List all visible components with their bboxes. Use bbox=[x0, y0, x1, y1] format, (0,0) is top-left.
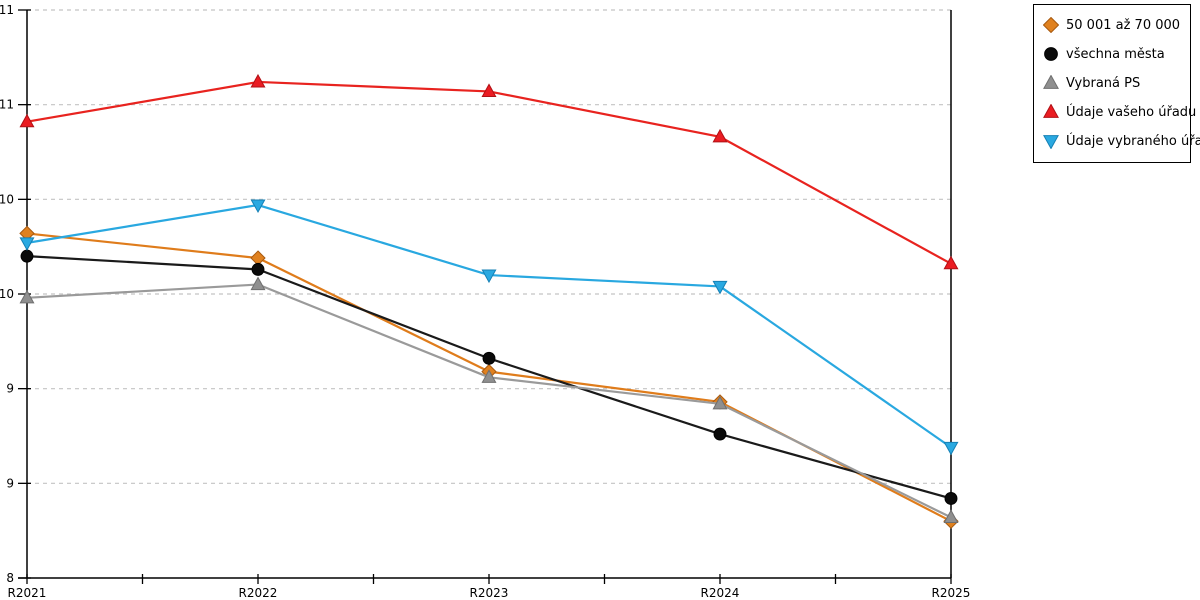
triangle-down-marker bbox=[1043, 135, 1059, 149]
legend-item-label: Vybraná PS bbox=[1066, 75, 1141, 91]
triangle-up-marker bbox=[19, 289, 35, 304]
series-line bbox=[26, 283, 952, 519]
y-tick-label: 11 bbox=[0, 3, 14, 17]
circle-marker bbox=[944, 492, 958, 505]
circle-marker bbox=[251, 262, 265, 276]
legend-item-label: 50 001 až 70 000 bbox=[1066, 17, 1181, 33]
triangle-up-marker bbox=[250, 276, 266, 291]
legend-item: všechna města bbox=[1043, 43, 1184, 65]
diamond-marker bbox=[250, 250, 266, 266]
triangle-up-marker bbox=[1043, 75, 1059, 89]
triangle-up-legend-icon bbox=[1043, 75, 1059, 89]
triangle-up-marker bbox=[481, 83, 497, 97]
series-line bbox=[26, 80, 952, 265]
triangle-down-legend-icon bbox=[1043, 135, 1059, 149]
x-tick-label: R2023 bbox=[470, 586, 509, 600]
series-3 bbox=[19, 73, 959, 270]
triangle-up-marker bbox=[712, 395, 728, 410]
triangle-up-marker bbox=[943, 509, 959, 523]
legend-item-label: Údaje vašeho úřadu bbox=[1066, 104, 1197, 120]
y-tick-label: 9 bbox=[6, 382, 14, 396]
diamond-legend-icon bbox=[1043, 17, 1059, 33]
triangle-down-marker bbox=[943, 441, 959, 456]
legend-item: 50 001 až 70 000 bbox=[1043, 14, 1184, 36]
legend-box: 50 001 až 70 000 všechna města Vybraná PS Ú… bbox=[1033, 4, 1200, 163]
x-tick-label: R2025 bbox=[932, 586, 971, 600]
triangle-up-marker bbox=[481, 369, 497, 383]
circle-marker bbox=[713, 427, 727, 441]
triangle-down-marker bbox=[250, 199, 266, 214]
triangle-down-marker bbox=[712, 280, 728, 295]
circle-marker bbox=[1044, 47, 1058, 61]
series-1 bbox=[20, 249, 958, 505]
triangle-up-legend-icon bbox=[1043, 104, 1059, 118]
circle-legend-icon bbox=[1044, 47, 1058, 61]
legend-item: Údaje vašeho úřadu bbox=[1043, 101, 1196, 123]
y-tick-label: 8 bbox=[6, 571, 14, 585]
legend-item: Údaje vybraného úřadu bbox=[1043, 130, 1200, 152]
series-4 bbox=[19, 199, 959, 456]
legend-item-label: Údaje vybraného úřadu bbox=[1066, 133, 1200, 149]
triangle-up-marker bbox=[250, 73, 266, 88]
circle-marker bbox=[20, 249, 34, 263]
y-tick-label: 9 bbox=[6, 476, 14, 490]
triangle-up-marker bbox=[1043, 104, 1059, 118]
x-tick-label: R2024 bbox=[701, 586, 740, 600]
x-tick-label: R2021 bbox=[8, 586, 47, 600]
diamond-marker bbox=[1043, 17, 1059, 33]
y-tick-label: 10 bbox=[0, 287, 14, 301]
y-tick-label: 10 bbox=[0, 192, 14, 206]
triangle-up-marker bbox=[712, 128, 728, 143]
y-tick-label: 11 bbox=[0, 98, 14, 112]
triangle-down-marker bbox=[481, 269, 497, 284]
series-2 bbox=[19, 276, 959, 523]
triangle-up-marker bbox=[943, 255, 959, 270]
circle-marker bbox=[482, 351, 496, 365]
triangle-down-marker bbox=[19, 237, 35, 251]
legend-item: Vybraná PS bbox=[1043, 72, 1184, 94]
series-line bbox=[26, 203, 952, 449]
legend-item-label: všechna města bbox=[1066, 46, 1165, 62]
triangle-up-marker bbox=[19, 113, 35, 128]
x-tick-label: R2022 bbox=[239, 586, 278, 600]
